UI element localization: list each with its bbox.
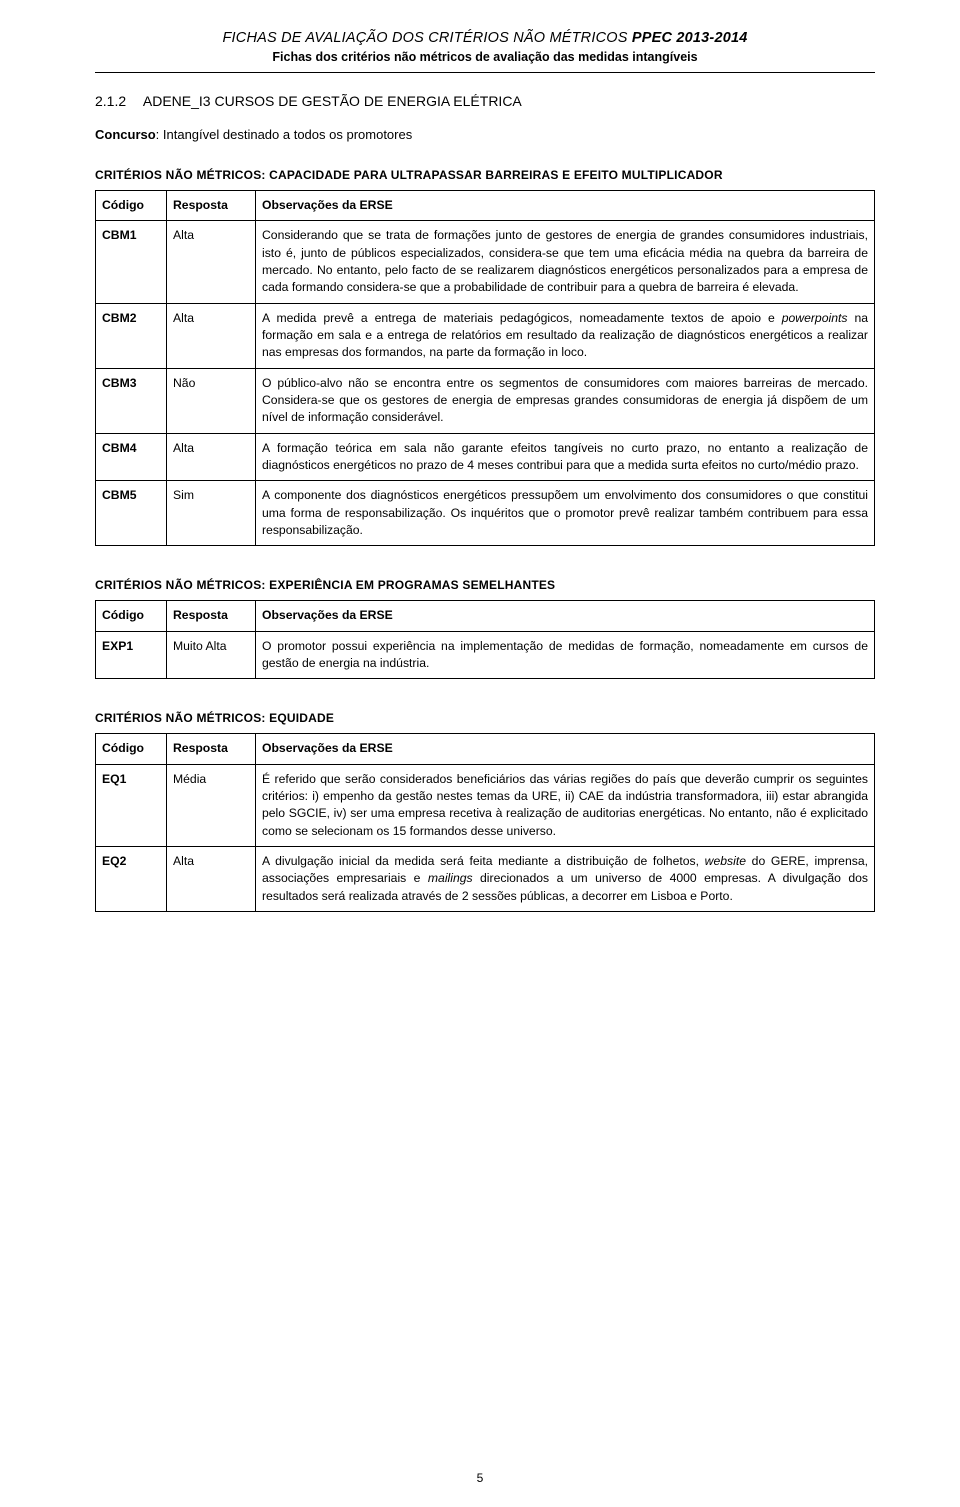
page: FICHAS DE AVALIAÇÃO DOS CRITÉRIOS NÃO MÉ… [0, 0, 960, 1507]
criteria-table-3: Código Resposta Observações da ERSE EQ1 … [95, 733, 875, 912]
cell-resp: Alta [167, 846, 256, 911]
cell-obs: O público-alvo não se encontra entre os … [256, 368, 875, 433]
cell-resp: Alta [167, 433, 256, 481]
col-resp: Resposta [167, 734, 256, 764]
col-obs: Observações da ERSE [256, 191, 875, 221]
table-row: EQ2 Alta A divulgação inicial da medida … [96, 846, 875, 911]
section-number: 2.1.2 [95, 93, 139, 109]
t: ÉTRICOS [562, 30, 632, 46]
concurso-line: Concurso: Intangível destinado a todos o… [95, 127, 875, 142]
table-row: CBM3 Não O público-alvo não se encontra … [96, 368, 875, 433]
col-obs: Observações da ERSE [256, 601, 875, 631]
section-text: ADENE_I3 CURSOS DE GESTÃO DE ENERGIA ELÉ… [143, 93, 522, 109]
cell-code: CBM2 [96, 303, 167, 368]
cell-obs: A componente dos diagnósticos energético… [256, 481, 875, 546]
table-header-row: Código Resposta Observações da ERSE [96, 601, 875, 631]
table-row: CBM4 Alta A formação teórica em sala não… [96, 433, 875, 481]
table-row: EQ1 Média É referido que serão considera… [96, 764, 875, 846]
col-resp: Resposta [167, 601, 256, 631]
t: VALIAÇÃO DOS [314, 30, 428, 46]
cell-code: EQ1 [96, 764, 167, 846]
cell-resp: Sim [167, 481, 256, 546]
cell-obs: É referido que serão considerados benefi… [256, 764, 875, 846]
criteria-table-1: Código Resposta Observações da ERSE CBM1… [95, 190, 875, 546]
criteria-heading-3: CRITÉRIOS NÃO MÉTRICOS: EQUIDADE [95, 711, 875, 725]
t: mailings [428, 871, 473, 885]
cell-code: EXP1 [96, 631, 167, 679]
cell-code: CBM4 [96, 433, 167, 481]
col-code: Código [96, 734, 167, 764]
t: ICHAS DE [232, 30, 306, 46]
table-row: CBM1 Alta Considerando que se trata de f… [96, 221, 875, 303]
t: C [428, 30, 439, 46]
t: M [549, 30, 561, 46]
header-line-2: Fichas dos critérios não métricos de ava… [95, 50, 875, 64]
table-row: CBM5 Sim A componente dos diagnósticos e… [96, 481, 875, 546]
t: F [222, 30, 231, 46]
t: A medida prevê a entrega de materiais pe… [262, 311, 782, 325]
col-code: Código [96, 191, 167, 221]
criteria-heading-2: CRITÉRIOS NÃO MÉTRICOS: EXPERIÊNCIA EM P… [95, 578, 875, 592]
col-obs: Observações da ERSE [256, 734, 875, 764]
concurso-text: : Intangível destinado a todos os promot… [156, 127, 413, 142]
cell-obs: O promotor possui experiência na impleme… [256, 631, 875, 679]
table-header-row: Código Resposta Observações da ERSE [96, 191, 875, 221]
t: PPEC 2013-2014 [632, 30, 748, 46]
t: ÃO [524, 30, 550, 46]
t: powerpoints [782, 311, 848, 325]
criteria-heading-1: CRITÉRIOS NÃO MÉTRICOS: CAPACIDADE PARA … [95, 168, 875, 182]
table-header-row: Código Resposta Observações da ERSE [96, 734, 875, 764]
t: N [513, 30, 524, 46]
cell-code: CBM5 [96, 481, 167, 546]
cell-code: CBM3 [96, 368, 167, 433]
cell-resp: Não [167, 368, 256, 433]
header-line-1: FICHAS DE AVALIAÇÃO DOS CRITÉRIOS NÃO MÉ… [95, 30, 875, 46]
t: RITÉRIOS [439, 30, 513, 46]
page-number: 5 [0, 1471, 960, 1485]
t: A divulgação inicial da medida será feit… [262, 854, 705, 868]
cell-obs: A formação teórica em sala não garante e… [256, 433, 875, 481]
t: website [705, 854, 746, 868]
criteria-table-2: Código Resposta Observações da ERSE EXP1… [95, 600, 875, 679]
cell-resp: Alta [167, 303, 256, 368]
cell-obs: Considerando que se trata de formações j… [256, 221, 875, 303]
cell-resp: Média [167, 764, 256, 846]
cell-code: CBM1 [96, 221, 167, 303]
section-title: 2.1.2 ADENE_I3 CURSOS DE GESTÃO DE ENERG… [95, 93, 875, 109]
document-header: FICHAS DE AVALIAÇÃO DOS CRITÉRIOS NÃO MÉ… [95, 30, 875, 73]
cell-resp: Muito Alta [167, 631, 256, 679]
cell-obs: A medida prevê a entrega de materiais pe… [256, 303, 875, 368]
table-row: CBM2 Alta A medida prevê a entrega de ma… [96, 303, 875, 368]
col-resp: Resposta [167, 191, 256, 221]
table-row: EXP1 Muito Alta O promotor possui experi… [96, 631, 875, 679]
cell-resp: Alta [167, 221, 256, 303]
col-code: Código [96, 601, 167, 631]
concurso-label: Concurso [95, 127, 156, 142]
cell-obs: A divulgação inicial da medida será feit… [256, 846, 875, 911]
cell-code: EQ2 [96, 846, 167, 911]
